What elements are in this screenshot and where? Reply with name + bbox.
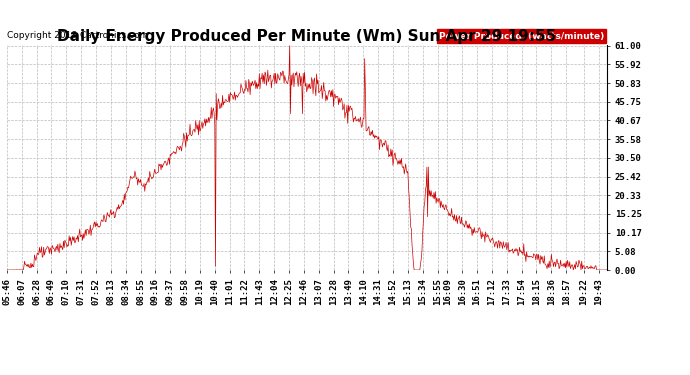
Title: Daily Energy Produced Per Minute (Wm) Sun Apr 29 19:55: Daily Energy Produced Per Minute (Wm) Su… (57, 29, 557, 44)
Text: Copyright 2018 Cartronics.com: Copyright 2018 Cartronics.com (7, 32, 148, 40)
Text: Power Produced  (watts/minute): Power Produced (watts/minute) (439, 32, 604, 40)
